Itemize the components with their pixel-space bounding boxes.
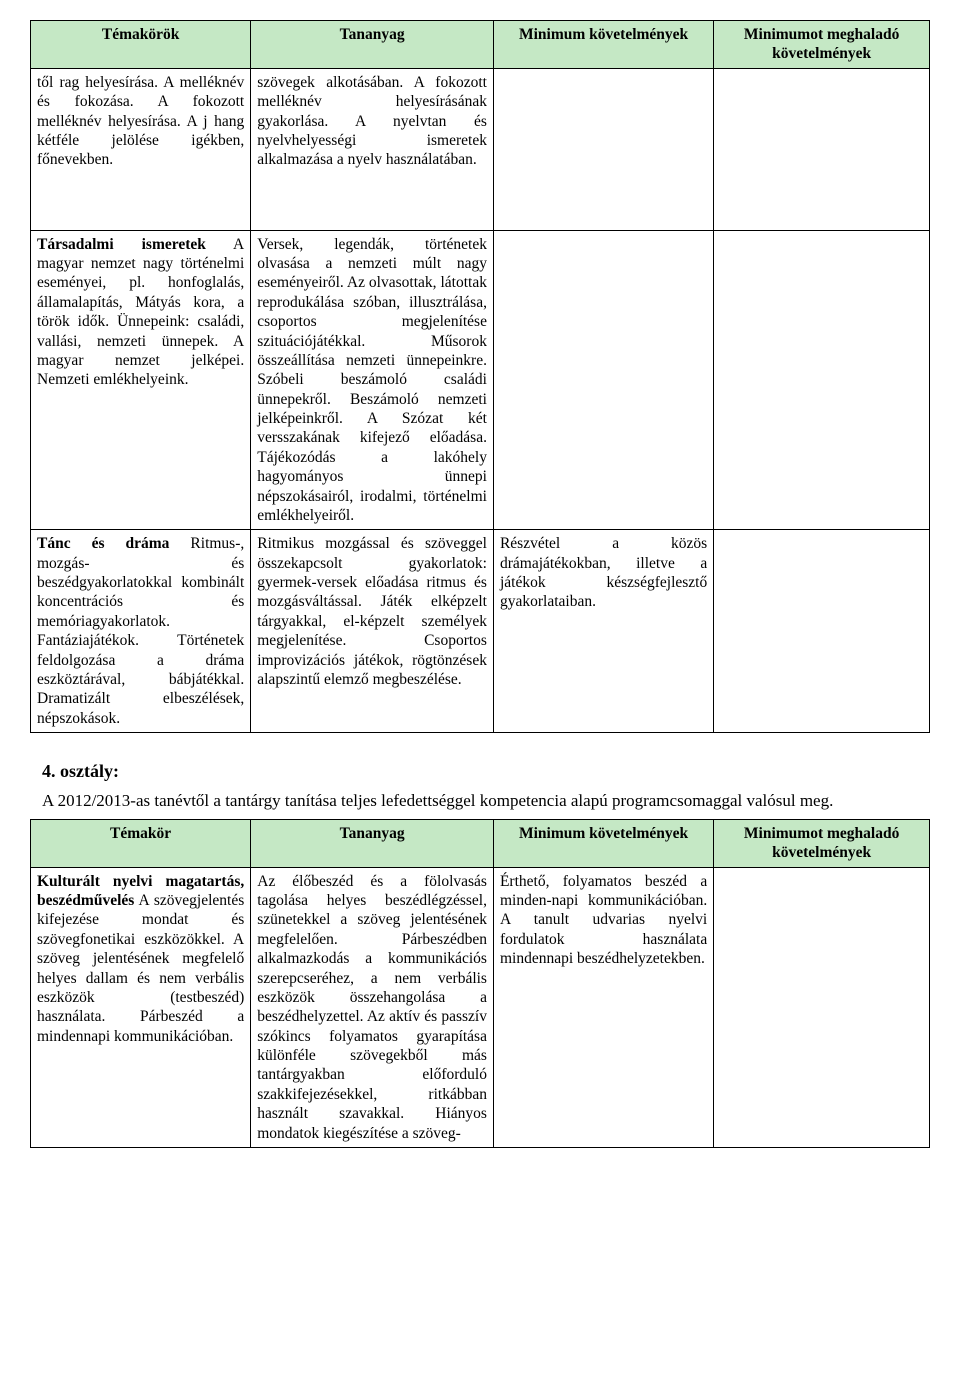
header-topics: Témakörök — [31, 21, 251, 69]
header-min-req: Minimum követelmények — [493, 21, 713, 69]
cell-min-req — [493, 68, 713, 230]
table-header-row: Témakörök Tananyag Minimum követelmények… — [31, 21, 930, 69]
cell-material: Versek, legendák, történetek olvasása a … — [251, 230, 494, 530]
header-min-req: Minimum követelmények — [493, 819, 713, 867]
section-intro-para: A 2012/2013-as tanévtől a tantárgy tanít… — [42, 790, 930, 813]
cell-topic: Kulturált nyelvi magatartás, beszédművel… — [31, 867, 251, 1147]
cell-material: Az élőbeszéd és a fölolvasás tagolása he… — [251, 867, 494, 1147]
header-material: Tananyag — [251, 819, 494, 867]
header-topic: Témakör — [31, 819, 251, 867]
table-row: Kulturált nyelvi magatartás, beszédművel… — [31, 867, 930, 1147]
cell-material: Ritmikus mozgással és szöveggel összekap… — [251, 530, 494, 733]
section-heading-grade-4: 4. osztály: — [42, 761, 930, 782]
cell-min-req: Részvétel a közös drámajátékokban, illet… — [493, 530, 713, 733]
curriculum-table-1: Témakörök Tananyag Minimum követelmények… — [30, 20, 930, 733]
cell-topics: től rag helyesírása. A melléknév és foko… — [31, 68, 251, 230]
table-row: Tánc és dráma Ritmus-, mozgás- és beszéd… — [31, 530, 930, 733]
cell-material: szövegek alkotásában. A fokozott mellékn… — [251, 68, 494, 230]
cell-min-req: Érthető, folyamatos beszéd a minden-napi… — [493, 867, 713, 1147]
table-row: től rag helyesírása. A melléknév és foko… — [31, 68, 930, 230]
header-material: Tananyag — [251, 21, 494, 69]
cell-topics: Társadalmi ismeretek A magyar nemzet nag… — [31, 230, 251, 530]
table-row: Társadalmi ismeretek A magyar nemzet nag… — [31, 230, 930, 530]
cell-above-min — [714, 230, 930, 530]
cell-above-min — [714, 530, 930, 733]
cell-above-min — [714, 867, 930, 1147]
cell-min-req — [493, 230, 713, 530]
cell-above-min — [714, 68, 930, 230]
cell-topics: Tánc és dráma Ritmus-, mozgás- és beszéd… — [31, 530, 251, 733]
curriculum-table-2: Témakör Tananyag Minimum követelmények M… — [30, 819, 930, 1148]
header-above-min: Minimumot meghaladó követelmények — [714, 21, 930, 69]
header-above-min: Minimumot meghaladó követelmények — [714, 819, 930, 867]
table-header-row: Témakör Tananyag Minimum követelmények M… — [31, 819, 930, 867]
